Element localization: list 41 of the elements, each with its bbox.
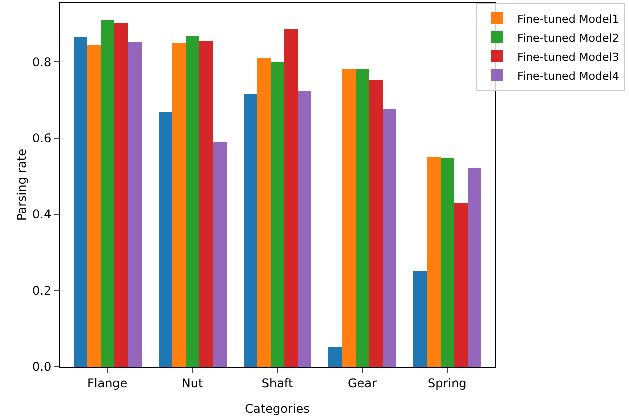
x-tick-label: Nut xyxy=(182,376,204,390)
bar xyxy=(369,80,383,367)
x-tick-label: Flange xyxy=(87,376,128,390)
bar xyxy=(159,112,172,367)
bar xyxy=(186,36,199,367)
bar xyxy=(328,347,342,367)
legend-label: Fine-tuned Model1 xyxy=(518,12,620,26)
x-tick-label: Gear xyxy=(348,376,378,390)
x-tick-label: Shaft xyxy=(262,376,294,390)
legend-label: Fine-tuned Model4 xyxy=(518,70,620,83)
y-tick-label: 0.0 xyxy=(32,360,52,374)
bar xyxy=(298,91,311,367)
bar xyxy=(284,29,298,367)
bar xyxy=(468,168,481,367)
bar xyxy=(172,43,186,367)
bar xyxy=(101,20,114,367)
y-tick-label: 0.8 xyxy=(32,55,52,70)
bar xyxy=(413,271,427,367)
bar xyxy=(128,42,142,367)
x-axis-title: Categories xyxy=(245,402,310,416)
legend-label: Fine-tuned Model3 xyxy=(518,50,620,64)
bar xyxy=(271,62,284,367)
bar xyxy=(74,37,87,367)
y-axis-title: Parsing rate xyxy=(15,149,29,221)
bar xyxy=(342,69,356,367)
y-tick-label: 0.2 xyxy=(32,284,52,298)
bar xyxy=(454,203,468,367)
bar xyxy=(356,69,369,367)
bar xyxy=(199,41,213,367)
bar xyxy=(244,94,257,367)
y-tick-label: 0.4 xyxy=(32,208,52,222)
bar xyxy=(114,23,128,367)
y-tick-label: 0.6 xyxy=(32,132,52,146)
bar xyxy=(441,158,454,367)
bar xyxy=(427,157,441,367)
bar xyxy=(87,45,101,367)
bar xyxy=(383,109,396,367)
bar xyxy=(213,142,227,367)
legend-label: Fine-tuned Model2 xyxy=(518,32,620,45)
bar xyxy=(257,58,271,367)
x-tick-label: Spring xyxy=(428,376,467,390)
